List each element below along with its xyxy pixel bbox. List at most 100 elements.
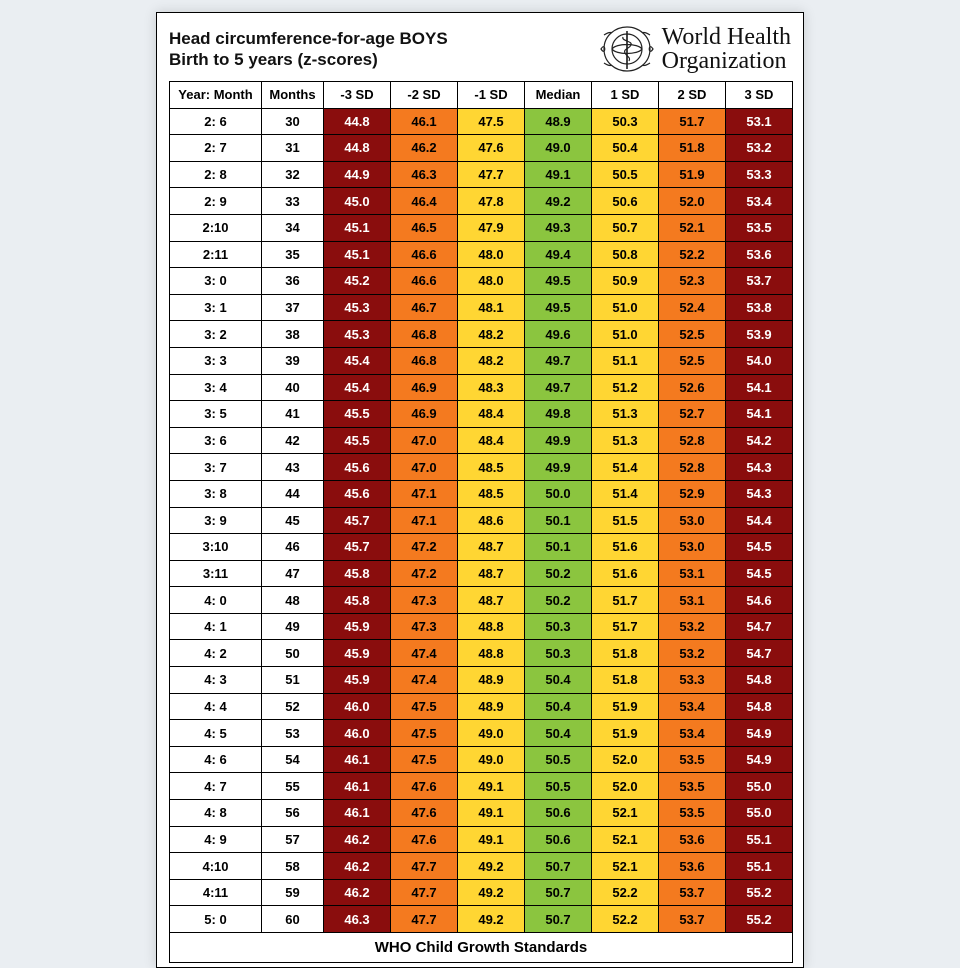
cell-sd2_pos: 53.7 — [659, 879, 726, 906]
cell-sd2_neg: 46.7 — [391, 294, 458, 321]
cell-sd1_neg: 48.8 — [458, 613, 525, 640]
table-row: 4: 14945.947.348.850.351.753.254.7 — [170, 613, 793, 640]
cell-sd1_neg: 48.3 — [458, 374, 525, 401]
cell-sd2_neg: 47.6 — [391, 773, 458, 800]
cell-sd2_pos: 53.3 — [659, 667, 726, 694]
cell-sd1_pos: 51.8 — [592, 667, 659, 694]
cell-median: 48.9 — [525, 108, 592, 135]
cell-sd1_pos: 51.1 — [592, 347, 659, 374]
col-months: Months — [262, 82, 324, 109]
cell-sd2_neg: 47.3 — [391, 613, 458, 640]
cell-sd3_pos: 54.3 — [726, 480, 793, 507]
header-row: Year: Month Months -3 SD -2 SD -1 SD Med… — [170, 82, 793, 109]
cell-median: 50.4 — [525, 693, 592, 720]
table-row: 2:113545.146.648.049.450.852.253.6 — [170, 241, 793, 268]
cell-sd1_neg: 49.1 — [458, 800, 525, 827]
cell-sd1_neg: 49.2 — [458, 906, 525, 933]
cell-median: 49.2 — [525, 188, 592, 215]
cell-year-month: 3: 4 — [170, 374, 262, 401]
cell-sd3_neg: 45.5 — [324, 401, 391, 428]
cell-median: 50.1 — [525, 507, 592, 534]
cell-sd3_pos: 53.8 — [726, 294, 793, 321]
cell-sd2_neg: 47.4 — [391, 667, 458, 694]
table-row: 4: 45246.047.548.950.451.953.454.8 — [170, 693, 793, 720]
cell-sd3_neg: 46.0 — [324, 720, 391, 747]
footer-text: WHO Child Growth Standards — [170, 933, 793, 963]
cell-median: 50.2 — [525, 587, 592, 614]
cell-sd3_pos: 53.6 — [726, 241, 793, 268]
cell-median: 50.5 — [525, 746, 592, 773]
cell-sd2_pos: 52.8 — [659, 427, 726, 454]
cell-year-month: 3: 2 — [170, 321, 262, 348]
cell-median: 50.2 — [525, 560, 592, 587]
cell-sd1_pos: 51.6 — [592, 534, 659, 561]
cell-sd2_neg: 46.8 — [391, 347, 458, 374]
table-row: 3: 74345.647.048.549.951.452.854.3 — [170, 454, 793, 481]
cell-year-month: 4: 3 — [170, 667, 262, 694]
table-row: 2: 93345.046.447.849.250.652.053.4 — [170, 188, 793, 215]
cell-year-month: 3:11 — [170, 560, 262, 587]
table-row: 4: 85646.147.649.150.652.153.555.0 — [170, 800, 793, 827]
cell-median: 50.7 — [525, 906, 592, 933]
cell-sd1_neg: 49.2 — [458, 879, 525, 906]
cell-year-month: 3: 1 — [170, 294, 262, 321]
cell-months: 46 — [262, 534, 324, 561]
cell-sd2_neg: 47.6 — [391, 826, 458, 853]
cell-sd3_pos: 53.9 — [726, 321, 793, 348]
cell-year-month: 4: 9 — [170, 826, 262, 853]
cell-sd3_neg: 46.1 — [324, 746, 391, 773]
cell-sd2_pos: 53.2 — [659, 613, 726, 640]
cell-sd3_pos: 54.7 — [726, 640, 793, 667]
cell-sd3_pos: 54.5 — [726, 560, 793, 587]
cell-sd3_neg: 45.9 — [324, 667, 391, 694]
cell-sd2_neg: 47.0 — [391, 454, 458, 481]
cell-sd2_pos: 52.1 — [659, 214, 726, 241]
cell-sd1_neg: 48.9 — [458, 667, 525, 694]
cell-sd3_neg: 45.0 — [324, 188, 391, 215]
cell-sd2_pos: 51.7 — [659, 108, 726, 135]
table-row: 2: 73144.846.247.649.050.451.853.2 — [170, 135, 793, 162]
col-pos3sd: 3 SD — [726, 82, 793, 109]
cell-median: 50.6 — [525, 826, 592, 853]
cell-median: 50.3 — [525, 613, 592, 640]
cell-year-month: 2:10 — [170, 214, 262, 241]
cell-median: 50.4 — [525, 667, 592, 694]
cell-sd2_pos: 51.9 — [659, 161, 726, 188]
cell-sd1_neg: 48.0 — [458, 268, 525, 295]
cell-sd1_neg: 49.0 — [458, 746, 525, 773]
cell-sd3_pos: 54.9 — [726, 720, 793, 747]
table-body: 2: 63044.846.147.548.950.351.753.12: 731… — [170, 108, 793, 932]
cell-sd2_pos: 53.2 — [659, 640, 726, 667]
col-pos2sd: 2 SD — [659, 82, 726, 109]
table-row: 3:114745.847.248.750.251.653.154.5 — [170, 560, 793, 587]
cell-sd3_neg: 45.2 — [324, 268, 391, 295]
cell-sd2_pos: 53.5 — [659, 746, 726, 773]
org-line-2: Organization — [662, 49, 791, 73]
cell-sd3_pos: 54.8 — [726, 693, 793, 720]
cell-median: 49.9 — [525, 427, 592, 454]
cell-sd3_neg: 45.6 — [324, 454, 391, 481]
cell-sd1_neg: 48.2 — [458, 321, 525, 348]
cell-months: 43 — [262, 454, 324, 481]
cell-sd1_neg: 48.6 — [458, 507, 525, 534]
cell-year-month: 3:10 — [170, 534, 262, 561]
cell-sd2_pos: 53.5 — [659, 800, 726, 827]
cell-year-month: 4: 2 — [170, 640, 262, 667]
cell-year-month: 3: 9 — [170, 507, 262, 534]
cell-months: 57 — [262, 826, 324, 853]
cell-sd2_neg: 46.4 — [391, 188, 458, 215]
cell-sd3_pos: 54.4 — [726, 507, 793, 534]
cell-months: 49 — [262, 613, 324, 640]
cell-sd2_neg: 47.1 — [391, 480, 458, 507]
cell-sd2_neg: 47.7 — [391, 879, 458, 906]
cell-sd3_neg: 45.9 — [324, 640, 391, 667]
cell-sd2_neg: 47.1 — [391, 507, 458, 534]
cell-sd2_pos: 53.1 — [659, 587, 726, 614]
cell-sd2_neg: 47.4 — [391, 640, 458, 667]
cell-year-month: 3: 7 — [170, 454, 262, 481]
cell-sd3_neg: 44.9 — [324, 161, 391, 188]
cell-sd3_pos: 53.3 — [726, 161, 793, 188]
cell-sd2_neg: 47.7 — [391, 853, 458, 880]
cell-median: 50.6 — [525, 800, 592, 827]
cell-sd1_pos: 51.0 — [592, 321, 659, 348]
